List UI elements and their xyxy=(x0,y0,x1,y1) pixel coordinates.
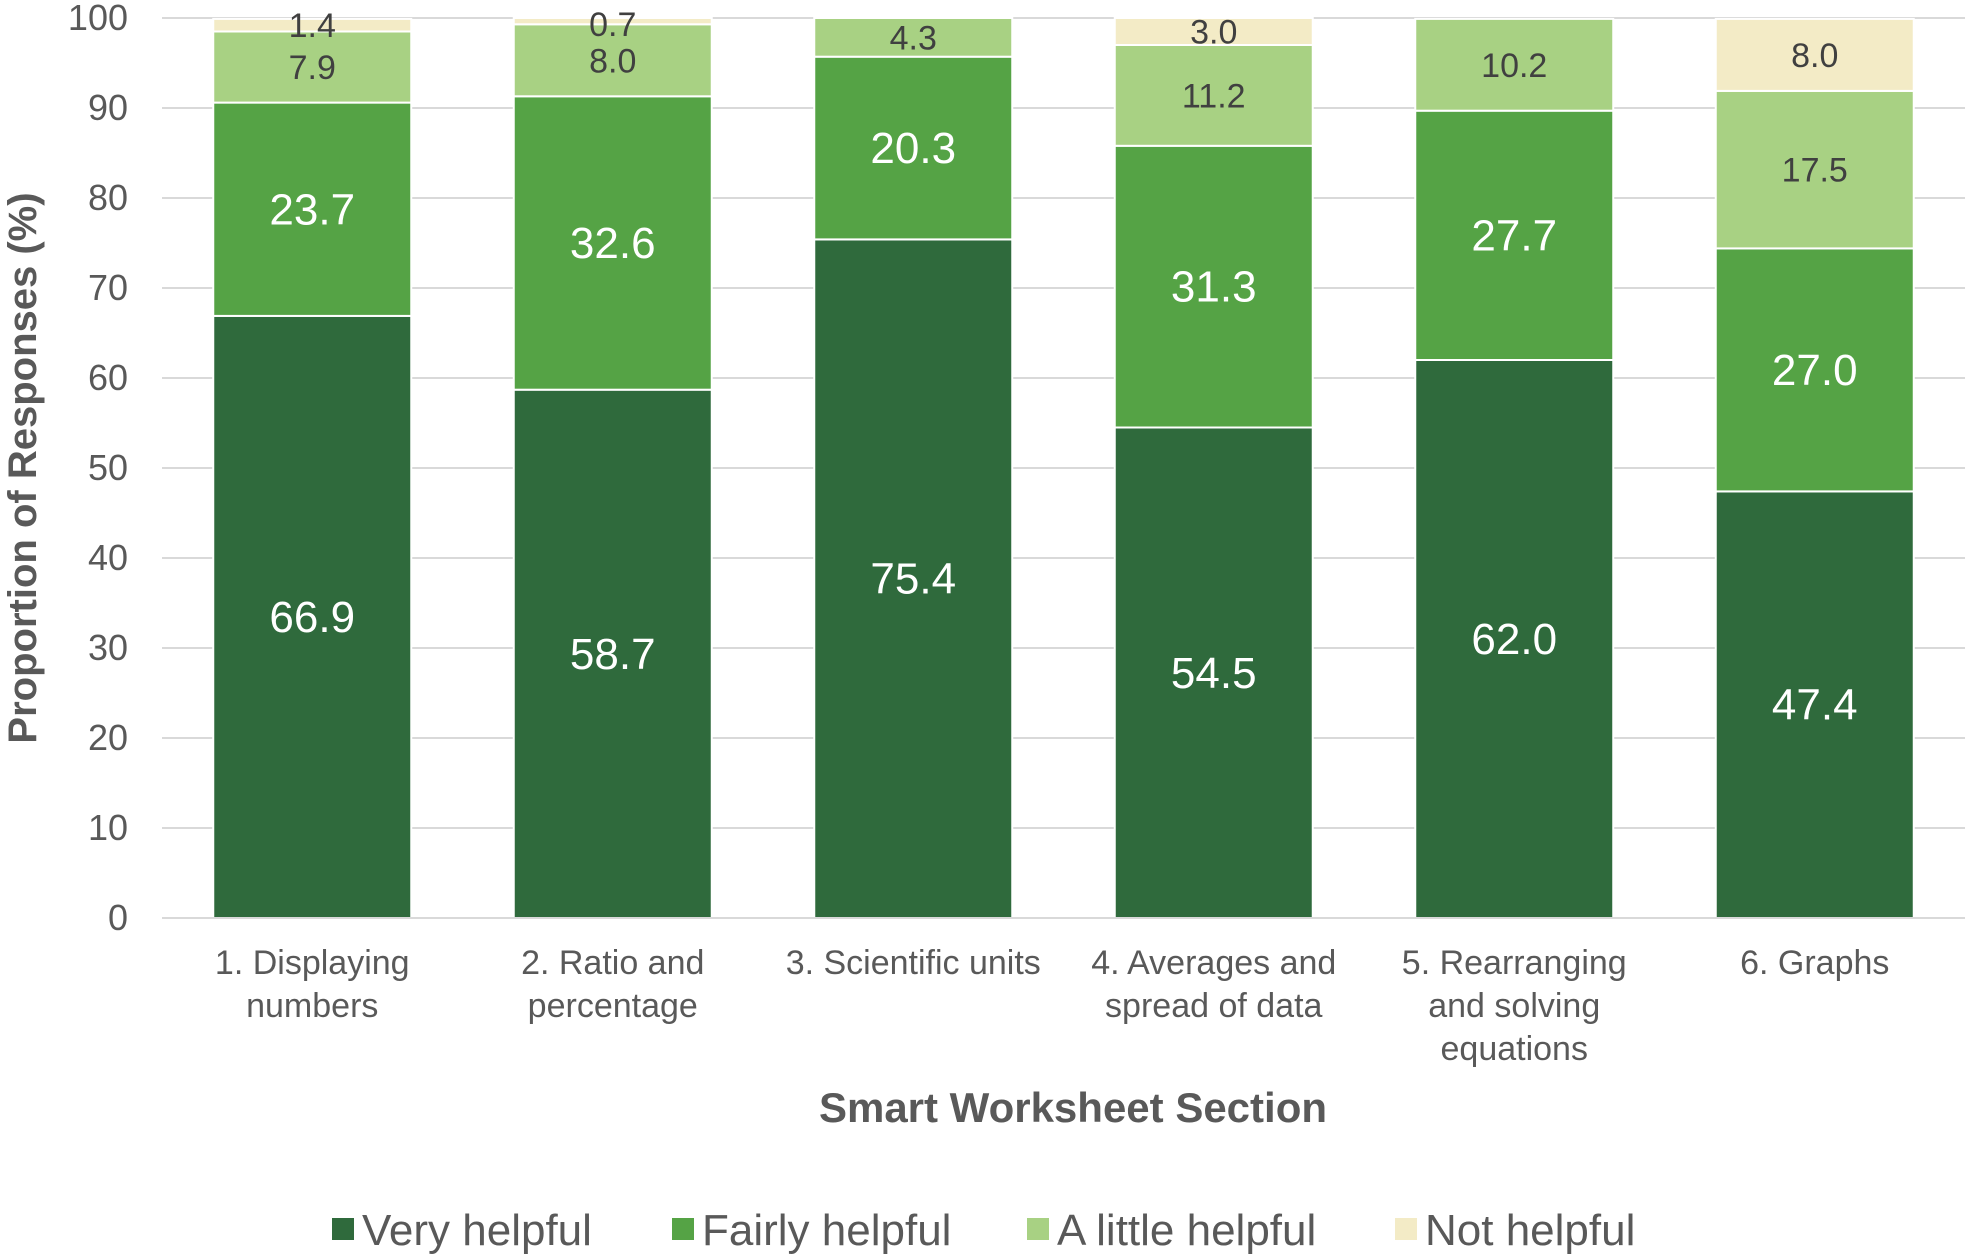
data-label: 47.4 xyxy=(1772,681,1858,730)
data-label: 62.0 xyxy=(1471,615,1557,664)
bar-segment xyxy=(1113,44,1314,147)
legend-swatch xyxy=(1027,1218,1049,1240)
gridlines xyxy=(162,17,1965,829)
y-tick-label: 20 xyxy=(88,717,128,758)
bar-segment xyxy=(1714,17,1915,92)
category-label: numbers xyxy=(246,987,378,1025)
bar-segment xyxy=(512,95,713,391)
data-label: 1.4 xyxy=(289,7,336,45)
bar-segment xyxy=(813,55,1014,241)
bar-segment xyxy=(1414,359,1615,919)
data-label: 7.9 xyxy=(289,49,336,87)
bar-segment xyxy=(1714,490,1915,919)
bar-segment xyxy=(212,101,413,317)
data-label: 11.2 xyxy=(1182,77,1246,115)
data-label: 4.3 xyxy=(890,19,937,57)
legend-label: Not helpful xyxy=(1425,1206,1635,1255)
bar-segment xyxy=(1714,89,1915,250)
legend-label: A little helpful xyxy=(1057,1206,1316,1255)
data-label: 17.5 xyxy=(1782,152,1848,190)
data-label: 58.7 xyxy=(570,630,656,679)
category-label: 2. Ratio and xyxy=(521,944,704,982)
category-label: 3. Scientific units xyxy=(786,944,1041,982)
x-axis-title: Smart Worksheet Section xyxy=(819,1084,1327,1131)
bar-segment xyxy=(512,388,713,919)
y-tick-label: 40 xyxy=(88,537,128,578)
data-label: 54.5 xyxy=(1171,649,1257,698)
data-label: 10.2 xyxy=(1481,47,1547,85)
data-label: 23.7 xyxy=(269,185,355,234)
category-label: 1. Displaying xyxy=(215,944,410,982)
legend-label: Fairly helpful xyxy=(702,1206,951,1255)
bar-segment xyxy=(512,23,713,98)
y-tick-label: 50 xyxy=(88,447,128,488)
data-label: 27.0 xyxy=(1772,346,1858,395)
data-label: 75.4 xyxy=(870,555,956,604)
bar-segment xyxy=(1113,426,1314,919)
data-label: 8.0 xyxy=(1791,37,1838,75)
bar-segment xyxy=(813,17,1014,58)
data-label: 20.3 xyxy=(870,124,956,173)
y-tick-label: 100 xyxy=(68,0,128,38)
data-label: 31.3 xyxy=(1171,263,1257,312)
y-tick-label: 10 xyxy=(88,807,128,848)
bar-segment xyxy=(212,17,413,33)
bars xyxy=(212,17,1915,919)
bar-segment xyxy=(1414,17,1615,112)
legend-swatch xyxy=(672,1218,694,1240)
y-tick-label: 30 xyxy=(88,627,128,668)
legend: Very helpful Fairly helpful A little helpf… xyxy=(332,1206,1635,1255)
y-tick-label: 60 xyxy=(88,357,128,398)
bar-segment xyxy=(212,30,413,104)
category-label: percentage xyxy=(528,987,698,1025)
legend-swatch xyxy=(1395,1218,1417,1240)
bar-segment xyxy=(1714,247,1915,493)
legend-swatch xyxy=(332,1218,354,1240)
y-tick-label: 80 xyxy=(88,177,128,218)
y-axis-title: Proportion of Responses (%) xyxy=(1,192,45,743)
data-labels: 66.923.77.91.458.732.68.00.775.420.34.35… xyxy=(269,6,1857,730)
y-axis-ticks: 0 10 20 30 40 50 60 70 80 90 100 xyxy=(68,0,128,938)
y-tick-label: 70 xyxy=(88,267,128,308)
data-label: 32.6 xyxy=(570,219,656,268)
bar-segment xyxy=(1414,109,1615,361)
y-tick-label: 0 xyxy=(108,897,128,938)
category-label: 4. Averages and xyxy=(1091,944,1336,982)
category-label: 6. Graphs xyxy=(1740,944,1889,982)
category-label: 5. Rearranging xyxy=(1402,944,1627,982)
data-label: 3.0 xyxy=(1190,14,1237,52)
x-axis-categories: 1. Displaying numbers 2. Ratio and percenta… xyxy=(215,944,1889,1068)
category-label: equations xyxy=(1441,1030,1588,1068)
legend-label: Very helpful xyxy=(362,1206,592,1255)
data-label: 66.9 xyxy=(269,593,355,642)
data-label: 0.7 xyxy=(589,6,636,44)
bar-segment xyxy=(1113,144,1314,429)
bar-segment xyxy=(512,17,713,26)
category-label: and solving xyxy=(1428,987,1600,1025)
category-label: spread of data xyxy=(1105,987,1322,1025)
data-label: 27.7 xyxy=(1471,211,1557,260)
bar-segment xyxy=(1113,17,1314,46)
y-tick-label: 90 xyxy=(88,87,128,128)
data-label: 8.0 xyxy=(589,42,636,80)
